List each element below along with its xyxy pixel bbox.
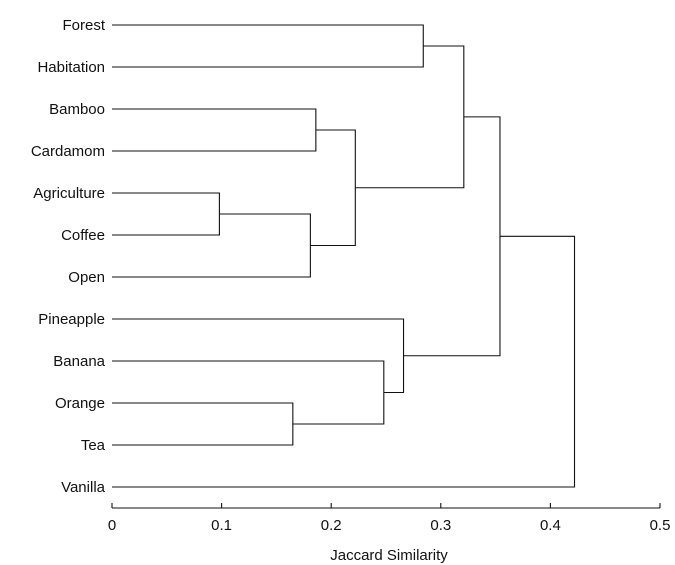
- x-axis: 0 0.1 0.2 0.3 0.4 0.5: [108, 503, 671, 534]
- leaf-label-habitation: Habitation: [37, 59, 105, 76]
- leaf-label-banana: Banana: [53, 353, 105, 370]
- leaf-label-coffee: Coffee: [61, 227, 105, 244]
- x-tick-label-2: 0.2: [321, 517, 342, 534]
- leaf-label-cardamom: Cardamom: [31, 143, 105, 160]
- merge-m4-m3: [310, 129, 356, 247]
- leaf-label-vanilla: Vanilla: [61, 479, 106, 496]
- merge-bamboo-cardamom: [112, 108, 317, 152]
- leaf-label-tea: Tea: [81, 437, 106, 454]
- leaf-label-agriculture: Agriculture: [33, 185, 105, 202]
- x-axis-title: Jaccard Similarity: [330, 547, 448, 564]
- merge-m9-m7: [403, 116, 501, 357]
- leaf-label-open: Open: [68, 269, 105, 286]
- merge-forest-habitation: [112, 24, 424, 68]
- dendrogram-links: [112, 24, 576, 488]
- leaf-label-forest: Forest: [62, 17, 105, 34]
- merge-m10-vanilla: [112, 235, 576, 488]
- x-tick-label-0: 0: [108, 517, 116, 534]
- x-tick-label-3: 0.3: [430, 517, 451, 534]
- leaf-label-orange: Orange: [55, 395, 105, 412]
- merge-agriculture-coffee: [112, 192, 220, 236]
- merge-banana-m2: [112, 360, 385, 425]
- x-tick-label-1: 0.1: [211, 517, 232, 534]
- x-tick-label-5: 0.5: [650, 517, 671, 534]
- leaf-label-bamboo: Bamboo: [49, 101, 105, 118]
- merge-pineapple-m6: [112, 318, 405, 394]
- leaf-labels: Forest Habitation Bamboo Cardamom Agricultur…: [31, 17, 106, 496]
- x-tick-label-4: 0.4: [540, 517, 561, 534]
- merge-orange-tea: [112, 402, 294, 446]
- merge-m1-open: [112, 213, 311, 278]
- leaf-label-pineapple: Pineapple: [38, 311, 105, 328]
